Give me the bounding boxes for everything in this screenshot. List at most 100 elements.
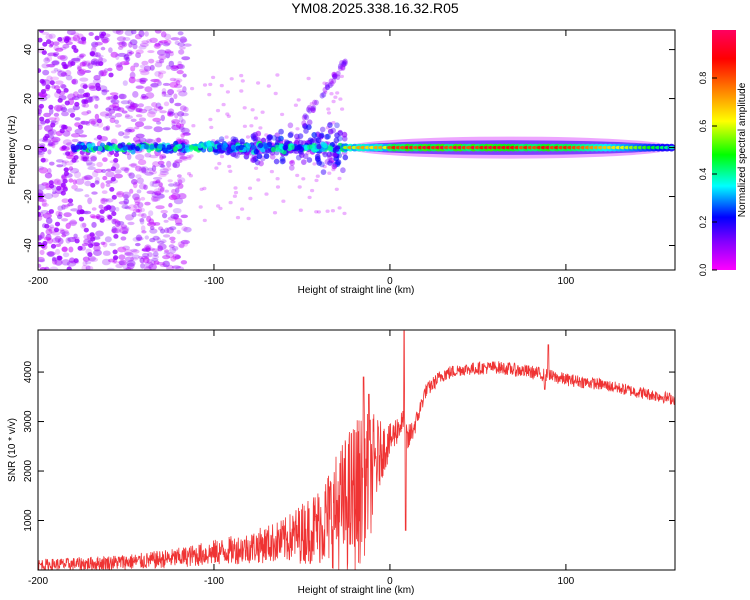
spectrogram-cell: [159, 58, 165, 64]
spectrogram-cell: [91, 221, 97, 228]
spectrogram-cell: [270, 146, 276, 153]
spectrogram-cell: [59, 128, 65, 134]
spectrogram-cell: [83, 92, 89, 98]
spectrogram-cell: [165, 52, 171, 59]
spectrogram-cell: [325, 84, 331, 90]
spectrogram-ytick-label: -40: [23, 238, 34, 253]
spectrogram-cell: [41, 147, 48, 153]
spectrogram-cell: [128, 51, 135, 55]
spectrogram-cell: [166, 264, 174, 270]
spectrogram-cell: [156, 262, 166, 266]
colorbar-tick-label: 0.0: [698, 264, 708, 277]
spectrogram-xtick-label: 0: [387, 276, 393, 287]
spectrogram-cell: [305, 151, 310, 155]
spectrogram-cell: [175, 79, 181, 86]
spectrogram-cell: [77, 66, 82, 72]
spectrogram-cell: [73, 48, 79, 53]
spectrogram-cell: [117, 246, 127, 253]
spectrogram-cell: [102, 250, 111, 256]
spectrogram-cell: [94, 113, 100, 120]
spectrogram-cell: [322, 164, 327, 169]
spectrogram-cell: [102, 175, 108, 181]
spectrogram-cell: [311, 137, 317, 143]
spectrogram-cell: [331, 121, 336, 125]
snr-xtick-label: 100: [558, 576, 575, 587]
spectrogram-cell: [110, 166, 116, 172]
spectrogram-cell: [63, 171, 69, 177]
spectrogram-cell: [297, 139, 304, 146]
spectrogram-cell: [72, 179, 77, 185]
spectrogram-cell: [48, 107, 54, 115]
spectrogram-cell: [46, 251, 56, 256]
spectrogram-cell: [193, 145, 199, 151]
spectrogram-cell: [113, 152, 120, 158]
spectrogram-cell: [138, 183, 147, 190]
spectrogram-cell: [301, 159, 307, 166]
spectrogram-cell: [38, 211, 41, 217]
spectrogram-cell: [135, 234, 143, 242]
spectrogram-cell: [112, 143, 118, 149]
spectrogram-cell: [87, 166, 96, 170]
spectrogram-cell: [38, 167, 48, 174]
spectrogram-cell: [108, 47, 113, 53]
spectrogram-cell: [159, 154, 164, 161]
spectrogram-cell: [272, 211, 278, 215]
spectrogram-cell: [177, 192, 187, 200]
spectrogram-cell: [85, 261, 92, 265]
spectrogram-cell: [242, 106, 247, 110]
snr-ticks: -200 -100 0 100 1000 2000 3000 4000: [23, 330, 675, 587]
snr-panel: -200 -100 0 100 1000 2000 3000 4000 Height of s…: [7, 329, 676, 596]
spectrogram-cell: [101, 71, 107, 77]
spectrogram-cell: [322, 151, 329, 158]
spectrogram-cell: [94, 180, 100, 185]
spectrogram-cell: [148, 210, 154, 217]
spectrogram-cell: [81, 36, 87, 42]
spectrogram-cell: [339, 74, 344, 79]
spectrogram-cell: [310, 107, 316, 113]
spectrogram-cell: [56, 164, 64, 168]
spectrogram-cell: [71, 184, 78, 190]
spectrogram-cell: [154, 71, 161, 77]
spectrogram-cell: [154, 61, 163, 68]
spectrogram-cell: [102, 39, 109, 44]
spectrogram-cell: [139, 68, 149, 73]
spectrogram-cell: [162, 42, 171, 47]
spectrogram-cell: [130, 144, 136, 150]
spectrogram-cell: [96, 118, 102, 124]
spectrogram-cell: [167, 216, 177, 221]
spectrogram-cell: [101, 258, 111, 266]
spectrogram-cell: [129, 39, 138, 46]
spectrogram-cell: [159, 110, 168, 114]
spectrogram-cell: [340, 167, 346, 174]
spectrogram-cell: [53, 104, 63, 112]
spectrogram-cell: [179, 243, 185, 249]
spectrogram-cell: [342, 154, 349, 161]
spectrogram-ytick-label: -20: [23, 189, 34, 204]
spectrogram-cell: [296, 98, 301, 102]
spectrogram-cell: [57, 214, 63, 220]
spectrogram-cell: [94, 104, 99, 109]
spectrogram-cell: [314, 210, 319, 214]
spectrogram-cell: [310, 188, 315, 193]
spectrogram-cell: [169, 236, 176, 241]
spectrogram-cell: [316, 210, 321, 214]
spectrogram-cell: [314, 178, 319, 183]
spectrogram-cell: [238, 144, 244, 151]
spectrogram-cell: [50, 243, 57, 249]
spectrogram-cell: [171, 265, 181, 269]
spectrogram-cell: [67, 202, 74, 207]
spectrogram-cell: [69, 37, 78, 42]
spectrogram-cell: [81, 111, 89, 116]
spectrogram-cell: [167, 112, 172, 117]
spectrogram-cell: [54, 221, 61, 227]
spectrogram-cell: [263, 153, 270, 160]
spectrogram-cell: [275, 177, 280, 181]
spectrogram-cell: [113, 255, 119, 261]
spectrogram-cell: [40, 89, 47, 94]
spectrogram-cell: [61, 259, 71, 266]
spectrogram-cell: [77, 204, 83, 211]
spectrogram-cell: [81, 102, 86, 108]
spectrogram-cell: [49, 224, 55, 229]
spectrogram-cell: [324, 84, 330, 91]
